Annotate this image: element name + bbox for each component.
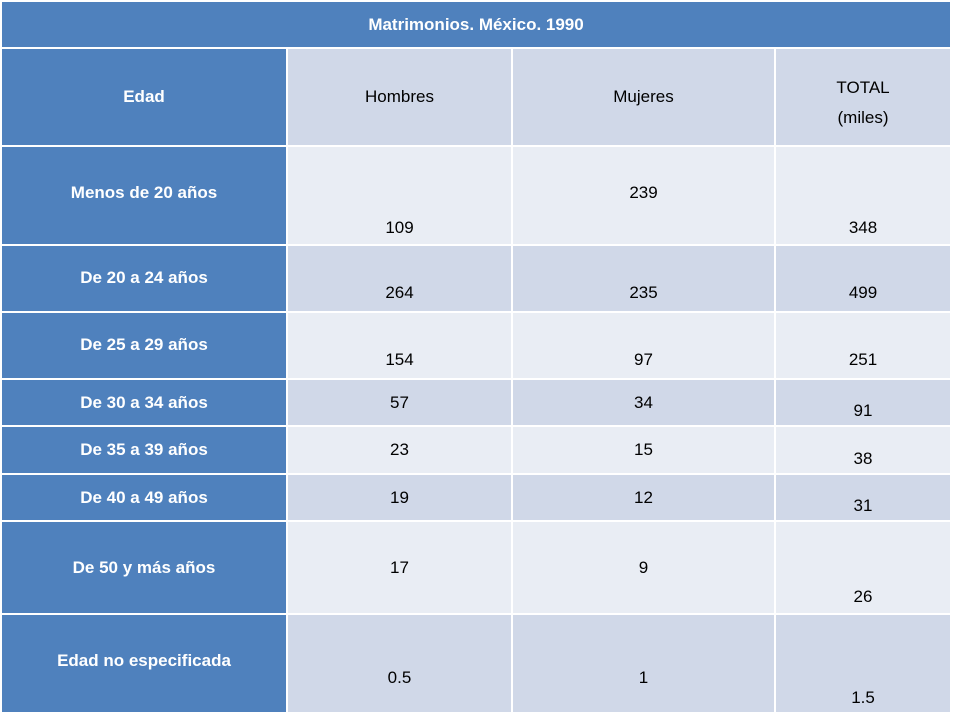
table-row: De 40 a 49 años 19 12 31 (0, 473, 953, 522)
table-row: Menos de 20 años 109 239 348 (0, 145, 953, 246)
cell-total: 26 (773, 520, 953, 615)
table-row: De 50 y más años 17 9 26 (0, 520, 953, 615)
row-label: De 40 a 49 años (0, 473, 288, 522)
row-label: De 25 a 29 años (0, 311, 288, 380)
cell-hombres: 264 (286, 244, 513, 313)
table-row: De 20 a 24 años 264 235 499 (0, 244, 953, 313)
cell-hombres: 17 (286, 520, 513, 615)
header-edad: Edad (0, 47, 288, 147)
cell-mujeres: 34 (511, 378, 776, 427)
row-label: De 20 a 24 años (0, 244, 288, 313)
cell-total: 91 (773, 378, 953, 427)
header-mujeres: Mujeres (511, 47, 776, 147)
cell-total: 499 (773, 244, 953, 313)
row-label: De 50 y más años (0, 520, 288, 615)
cell-mujeres: 239 (511, 145, 776, 246)
cell-mujeres: 1 (511, 613, 776, 714)
table-row: Edad no especificada 0.5 1 1.5 (0, 613, 953, 714)
cell-mujeres: 235 (511, 244, 776, 313)
cell-total: 251 (773, 311, 953, 380)
cell-mujeres: 9 (511, 520, 776, 615)
cell-hombres: 57 (286, 378, 513, 427)
row-label: De 30 a 34 años (0, 378, 288, 427)
cell-mujeres: 97 (511, 311, 776, 380)
table-row: De 35 a 39 años 23 15 38 (0, 425, 953, 475)
table-row: De 30 a 34 años 57 34 91 (0, 378, 953, 427)
header-total: TOTAL (miles) (773, 47, 953, 147)
cell-mujeres: 12 (511, 473, 776, 522)
title-row: Matrimonios. México. 1990 (0, 0, 953, 49)
cell-total: 38 (773, 425, 953, 475)
row-label: Menos de 20 años (0, 145, 288, 246)
table-row: De 25 a 29 años 154 97 251 (0, 311, 953, 380)
cell-hombres: 109 (286, 145, 513, 246)
cell-total: 31 (773, 473, 953, 522)
table-title: Matrimonios. México. 1990 (0, 0, 953, 49)
cell-hombres: 23 (286, 425, 513, 475)
cell-total: 348 (773, 145, 953, 246)
header-row: Edad Hombres Mujeres TOTAL (miles) (0, 47, 953, 147)
cell-hombres: 0.5 (286, 613, 513, 714)
header-total-line2: (miles) (837, 108, 889, 127)
cell-mujeres: 15 (511, 425, 776, 475)
cell-total: 1.5 (773, 613, 953, 714)
row-label: Edad no especificada (0, 613, 288, 714)
header-hombres: Hombres (286, 47, 513, 147)
row-label: De 35 a 39 años (0, 425, 288, 475)
cell-hombres: 19 (286, 473, 513, 522)
header-total-line1: TOTAL (836, 78, 890, 97)
cell-hombres: 154 (286, 311, 513, 380)
